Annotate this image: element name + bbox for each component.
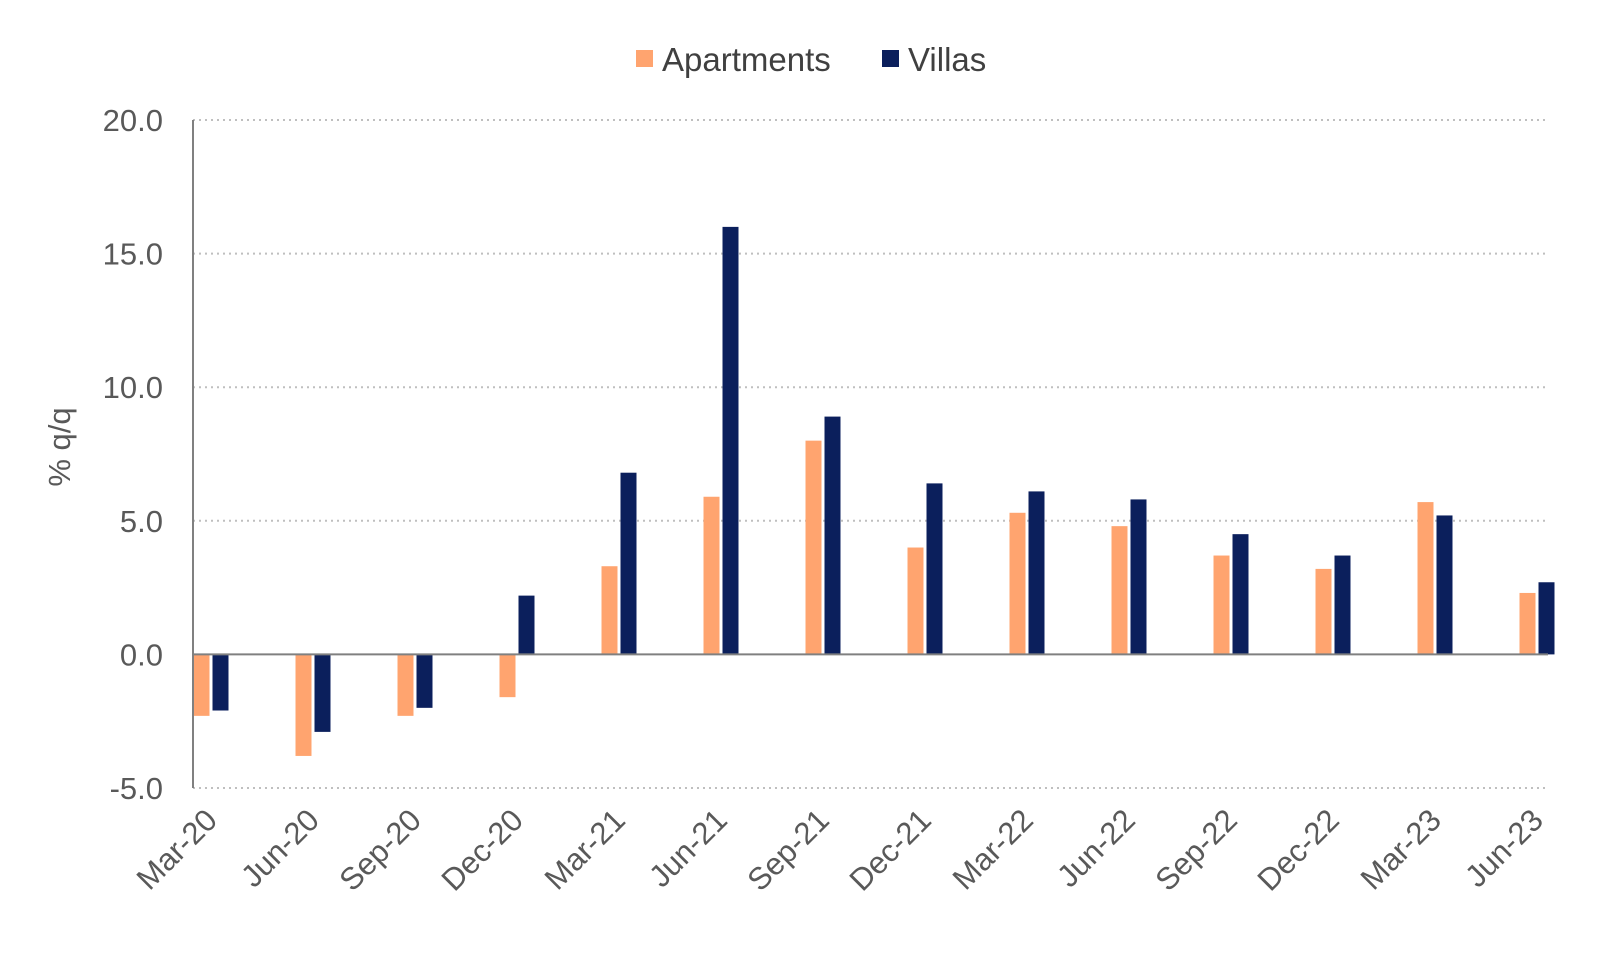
x-tick-label: Dec-22	[1251, 802, 1346, 897]
x-tick-label: Jun-22	[1050, 802, 1142, 894]
legend-swatch-apartments	[636, 50, 653, 67]
x-tick-labels: Mar-20 Jun-20 Sep-20 Dec-20 Mar-21 Jun-21 Sep-…	[130, 802, 1550, 897]
y-tick-label: -5.0	[110, 771, 163, 806]
x-tick-label: Mar-20	[130, 802, 224, 896]
bar-apartments-jun-20	[295, 654, 312, 756]
bar-villas-mar-23	[1436, 515, 1453, 655]
bar-apartments-sep-21	[805, 440, 822, 655]
y-tick-label: 10.0	[103, 370, 163, 405]
bar-villas-mar-21	[620, 472, 637, 655]
x-tick-label: Dec-20	[435, 802, 530, 897]
bar-villas-mar-20	[212, 654, 229, 711]
axes	[192, 120, 1548, 788]
bar-apartments-mar-23	[1417, 502, 1434, 655]
legend-label-apartments: Apartments	[662, 41, 831, 78]
bar-villas-jun-22	[1130, 499, 1147, 655]
bar-apartments-jun-21	[703, 496, 720, 655]
y-axis-label: % q/q	[42, 407, 77, 486]
bar-apartments-dec-21	[907, 547, 924, 655]
bar-villas-sep-20	[416, 654, 433, 708]
x-tick-label: Jun-21	[642, 802, 734, 894]
x-tick-label: Jun-23	[1458, 802, 1550, 894]
bar-villas-dec-22	[1334, 555, 1351, 655]
x-tick-label: Sep-20	[333, 802, 428, 897]
bar-apartments-jun-23	[1519, 592, 1536, 655]
bar-villas-jun-23	[1538, 582, 1555, 655]
x-tick-label: Mar-21	[538, 802, 632, 896]
bar-apartments-mar-22	[1009, 512, 1026, 655]
bar-apartments-dec-20	[499, 654, 516, 698]
bar-apartments-dec-22	[1315, 568, 1332, 655]
x-tick-label: Dec-21	[843, 802, 938, 897]
legend-swatch-villas	[882, 50, 899, 67]
bars	[193, 226, 1555, 756]
bar-villas-dec-20	[518, 595, 535, 655]
gridlines	[193, 119, 1548, 789]
bar-apartments-sep-22	[1213, 555, 1230, 655]
y-tick-label: 0.0	[120, 637, 163, 672]
bar-apartments-sep-20	[397, 654, 414, 716]
legend: Apartments Villas	[636, 41, 986, 78]
bar-villas-dec-21	[926, 483, 943, 655]
x-tick-label: Sep-22	[1149, 802, 1244, 897]
bar-villas-mar-22	[1028, 491, 1045, 655]
bar-apartments-jun-22	[1111, 526, 1128, 655]
bar-villas-jun-21	[722, 226, 739, 655]
x-tick-label: Sep-21	[741, 802, 836, 897]
x-tick-label: Mar-23	[1354, 802, 1448, 896]
bar-apartments-mar-21	[601, 566, 618, 655]
x-tick-label: Mar-22	[946, 802, 1040, 896]
bar-villas-sep-22	[1232, 534, 1249, 655]
bar-villas-sep-21	[824, 416, 841, 655]
y-tick-label: 15.0	[103, 237, 163, 272]
bar-apartments-mar-20	[193, 654, 210, 716]
y-tick-label: 20.0	[103, 103, 163, 138]
bar-villas-jun-20	[314, 654, 331, 732]
legend-label-villas: Villas	[908, 41, 986, 78]
x-tick-label: Jun-20	[234, 802, 326, 894]
y-tick-labels: -5.0 0.0 5.0 10.0 15.0 20.0	[103, 103, 163, 806]
y-tick-label: 5.0	[120, 504, 163, 539]
